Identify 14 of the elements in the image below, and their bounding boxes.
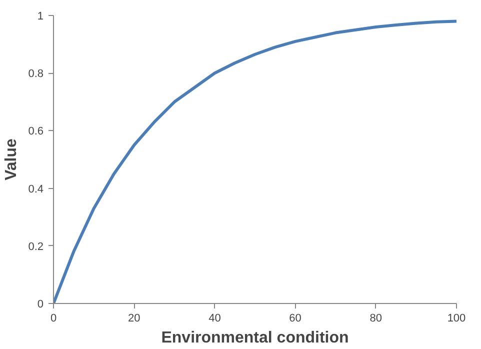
x-tick-label: 40: [208, 312, 221, 324]
y-tick-label: 1: [37, 10, 44, 22]
x-tick-label: 80: [370, 312, 382, 324]
y-tick-label: 0.2: [28, 240, 44, 253]
x-axis-title: Environmental condition: [161, 330, 349, 346]
y-tick-label: 0.6: [28, 126, 44, 138]
x-tick-label: 20: [128, 312, 140, 324]
x-tick-label: 60: [289, 312, 302, 324]
y-axis-title: Value: [3, 138, 20, 180]
y-tick-label: 0.8: [28, 68, 44, 80]
y-tick-label: 0: [37, 298, 44, 310]
x-tick-label: 0: [50, 312, 57, 324]
y-tick-label: 0.4: [28, 183, 44, 196]
x-tick-label: 100: [447, 312, 466, 324]
